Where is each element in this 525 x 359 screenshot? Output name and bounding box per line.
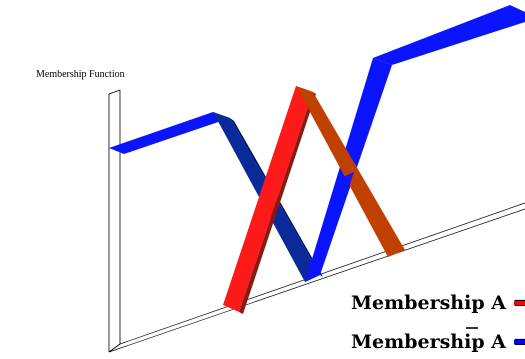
legend-symbol-not-a: A <box>490 331 506 353</box>
red-descending-band <box>296 86 405 257</box>
legend-label-a-prefix: Membership <box>351 292 491 314</box>
legend-item-a: Membership A = <box>351 292 525 314</box>
blue-right-plateau <box>373 5 525 65</box>
blue-rising-front <box>323 172 354 232</box>
legend: Membership A = Membership A = <box>351 292 525 353</box>
svg-text:Membership A =: Membership A = <box>351 331 525 353</box>
legend-swatch-a <box>514 301 525 305</box>
legend-label-not-a-prefix: Membership <box>351 331 491 353</box>
axis-title: Membership Function <box>36 69 125 80</box>
blue-left-plateau <box>109 112 230 154</box>
legend-symbol-a: A <box>490 292 506 314</box>
vertical-axis <box>108 89 121 353</box>
red-rising-band <box>223 86 313 312</box>
svg-text:Membership A =: Membership A = <box>351 292 525 314</box>
legend-swatch-not-a <box>514 340 525 344</box>
legend-item-not-a: Membership A = <box>351 327 525 353</box>
red-rising-side <box>239 92 316 314</box>
complement-membership-ribbon <box>109 5 525 282</box>
membership-a-ribbon <box>223 86 405 314</box>
floor-plane <box>108 202 525 353</box>
